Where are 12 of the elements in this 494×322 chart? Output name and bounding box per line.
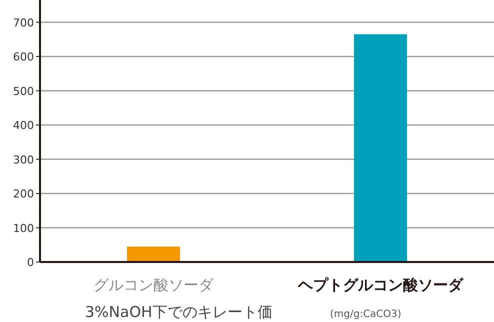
x-tick-label: グルコン酸ソーダ (94, 276, 214, 294)
y-tick-label: 200 (13, 188, 34, 201)
x-axis-title: 3%NaOH下でのキレート価 (85, 303, 272, 321)
y-tick-label: 300 (13, 153, 34, 166)
y-tick-label: 700 (13, 16, 34, 30)
x-tick-label: ヘプトグルコン酸ソーダ (297, 276, 464, 294)
y-tick-label: 100 (13, 222, 34, 235)
y-tick-label: 500 (13, 84, 34, 98)
y-tick-label: 400 (13, 119, 34, 132)
y-tick-label: 600 (13, 50, 34, 64)
y-tick-label: 0 (27, 256, 34, 269)
text: (mg/g:CaCO3) (330, 309, 402, 320)
